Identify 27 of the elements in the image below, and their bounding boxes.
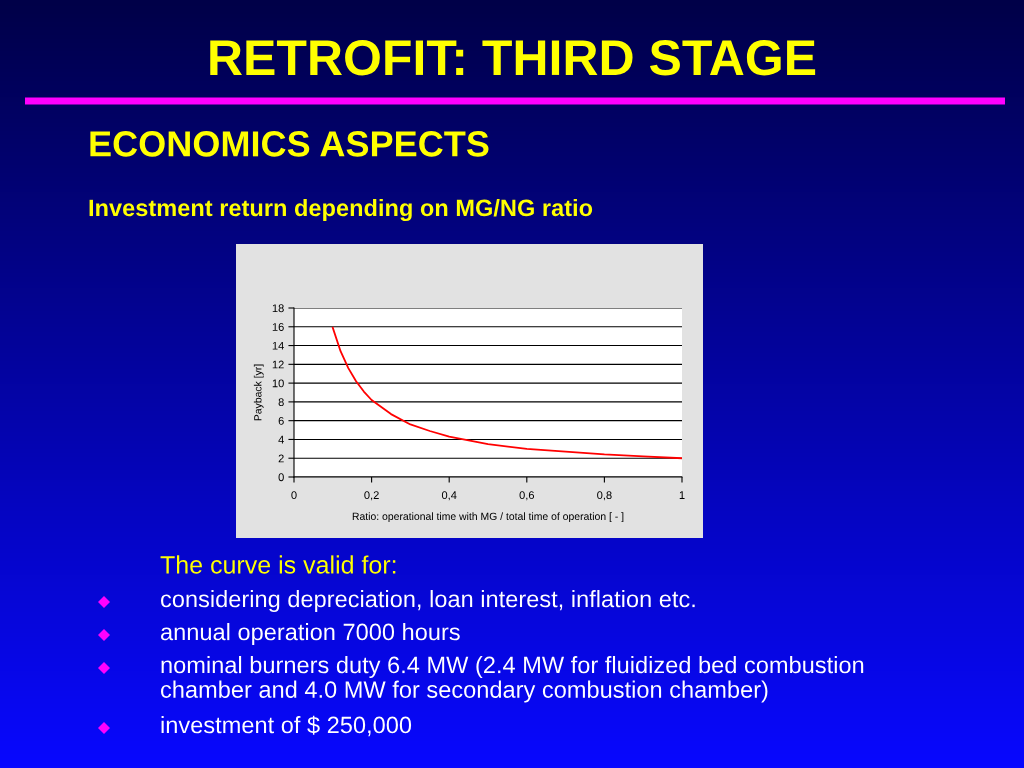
x-tick-label: 0	[291, 491, 297, 500]
y-tick-label: 8	[278, 398, 284, 407]
line-series	[331, 326, 682, 460]
x-tick-label: 0,8	[597, 491, 612, 501]
y-axis-title: Payback [yr]	[253, 364, 264, 421]
y-tick-label: 16	[272, 323, 284, 331]
x-tick-label: 0,4	[441, 491, 457, 501]
y-tick-label: 6	[278, 416, 284, 425]
y-tick-label: 18	[272, 304, 284, 313]
chart-title: RETROFIT: THIRD STAGE	[210, 40, 816, 76]
y-tick-label: 0	[278, 473, 284, 482]
text: considering depreciation, loan interest, inflation etc.	[161, 590, 695, 613]
x-tick-label: 1	[679, 491, 685, 499]
text: nominal burners duty 6.4 MW (2.4 MW for fluidized bed combustion chamber and 4.0 MW for secondary combustion chamber)	[161, 656, 864, 703]
text: Investment return depending on MG/NG ratio	[89, 198, 593, 222]
x-axis-title: Ratio: operational time with MG / total time of operation [ - ]	[352, 512, 624, 523]
text: investment of $ 250,000	[161, 715, 412, 737]
x-tick-label: 0,2	[364, 491, 379, 501]
chart-subtitle: ECONOMICS ASPECTS	[90, 131, 489, 157]
y-tick-label: 4	[278, 435, 284, 444]
text: The curve is valid for:	[160, 555, 396, 574]
y-tick-label: 12	[272, 360, 284, 369]
y-tick-label: 2	[278, 454, 284, 463]
text: annual operation 7000 hours	[161, 623, 460, 646]
x-tick-label: 0,6	[519, 491, 535, 501]
y-tick-label: 14	[272, 341, 284, 350]
y-tick-label: 10	[272, 379, 284, 388]
